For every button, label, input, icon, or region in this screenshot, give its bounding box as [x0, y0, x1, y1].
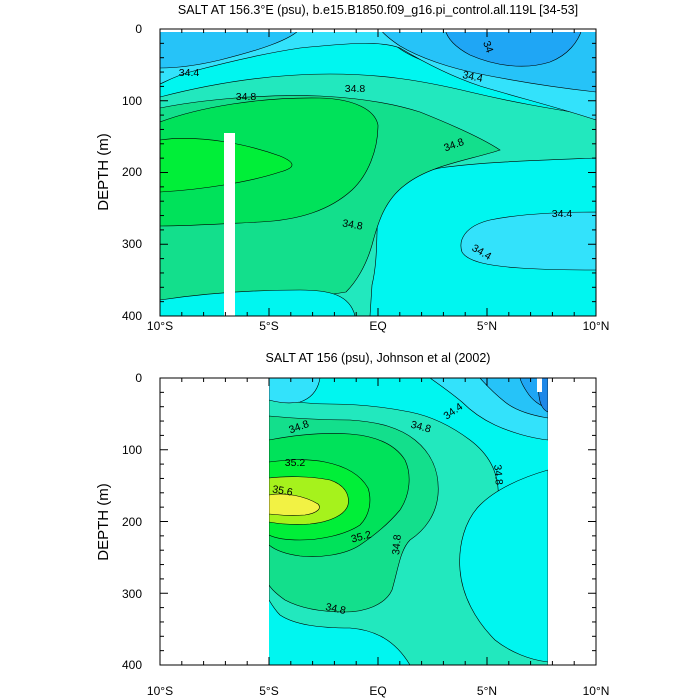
- y-tick-label: 400: [122, 658, 142, 672]
- y-tick-label: 0: [135, 22, 142, 36]
- level-band: [269, 493, 320, 516]
- x-tick-labels: 10°S 5°S EQ 5°N 10°N: [147, 684, 609, 698]
- y-tick-label: 100: [122, 443, 142, 457]
- contour-label: 34.8: [390, 534, 404, 556]
- level-band: [459, 469, 548, 663]
- contour-label: 35.2: [285, 457, 306, 469]
- y-tick-label: 400: [122, 309, 142, 323]
- chart-title: SALT AT 156.3°E (psu), b.e15.B1850.f09_g…: [178, 3, 578, 17]
- level-band: [444, 29, 583, 67]
- y-tick-label: 200: [122, 515, 142, 529]
- level-band: [160, 289, 356, 316]
- contour-label: 34: [480, 39, 495, 54]
- contour-label: 34.8: [345, 83, 366, 95]
- contour-label: 35.6: [271, 483, 293, 498]
- contour-label: 34.4: [179, 67, 200, 79]
- chart-title: SALT AT 156 (psu), Johnson et al (2002): [266, 351, 491, 365]
- x-tick-label: 5°S: [259, 684, 278, 698]
- contour-label: 34.4: [461, 69, 484, 85]
- contour-label: 34.8: [236, 91, 257, 103]
- x-tick-label: 5°S: [259, 319, 278, 333]
- missing-data-band: [224, 133, 235, 316]
- missing-data-band: [537, 378, 542, 392]
- y-tick-label: 100: [122, 94, 142, 108]
- y-tick-label: 300: [122, 237, 142, 251]
- y-tick-label: 300: [122, 587, 142, 601]
- contour-fill: [269, 378, 548, 665]
- level-band: [269, 378, 321, 404]
- contour-label: 34.4: [552, 208, 573, 220]
- x-tick-label: 10°N: [583, 684, 610, 698]
- x-tick-label: 5°N: [477, 319, 497, 333]
- y-tick-label: 0: [135, 371, 142, 385]
- x-tick-label: EQ: [369, 319, 386, 333]
- contour-label: 35.2: [350, 529, 373, 546]
- y-tick-labels: 0 100 200 300 400: [122, 22, 142, 323]
- level-band: [460, 211, 596, 271]
- contour-labels: 34.4 34.8 34.8 34 34.4 34.8 34.8 34.4 34…: [179, 39, 573, 262]
- contour-label: 34.8: [341, 217, 363, 232]
- y-axis-label: DEPTH (m): [95, 483, 112, 561]
- x-tick-label: 10°S: [147, 684, 173, 698]
- axis-ticks: [159, 28, 597, 317]
- level-band: [160, 29, 301, 69]
- x-tick-label: 10°N: [583, 319, 610, 333]
- contour-label: 34.8: [409, 419, 432, 436]
- model-salinity-panel: SALT AT 156.3°E (psu), b.e15.B1850.f09_g…: [95, 3, 609, 333]
- contour-label: 34.8: [324, 601, 347, 617]
- x-tick-labels: 10°S 5°S EQ 5°N 10°N: [147, 319, 609, 333]
- x-tick-label: EQ: [369, 684, 386, 698]
- y-axis-label: DEPTH (m): [95, 133, 112, 211]
- x-tick-label: 10°S: [147, 319, 173, 333]
- axis-ticks: [159, 377, 597, 666]
- y-tick-labels: 0 100 200 300 400: [122, 371, 142, 672]
- y-tick-label: 200: [122, 165, 142, 179]
- observed-salinity-panel: SALT AT 156 (psu), Johnson et al (2002) …: [95, 351, 609, 698]
- x-tick-label: 5°N: [477, 684, 497, 698]
- contour-label: 34.8: [491, 464, 505, 486]
- contour-fill: [160, 29, 596, 316]
